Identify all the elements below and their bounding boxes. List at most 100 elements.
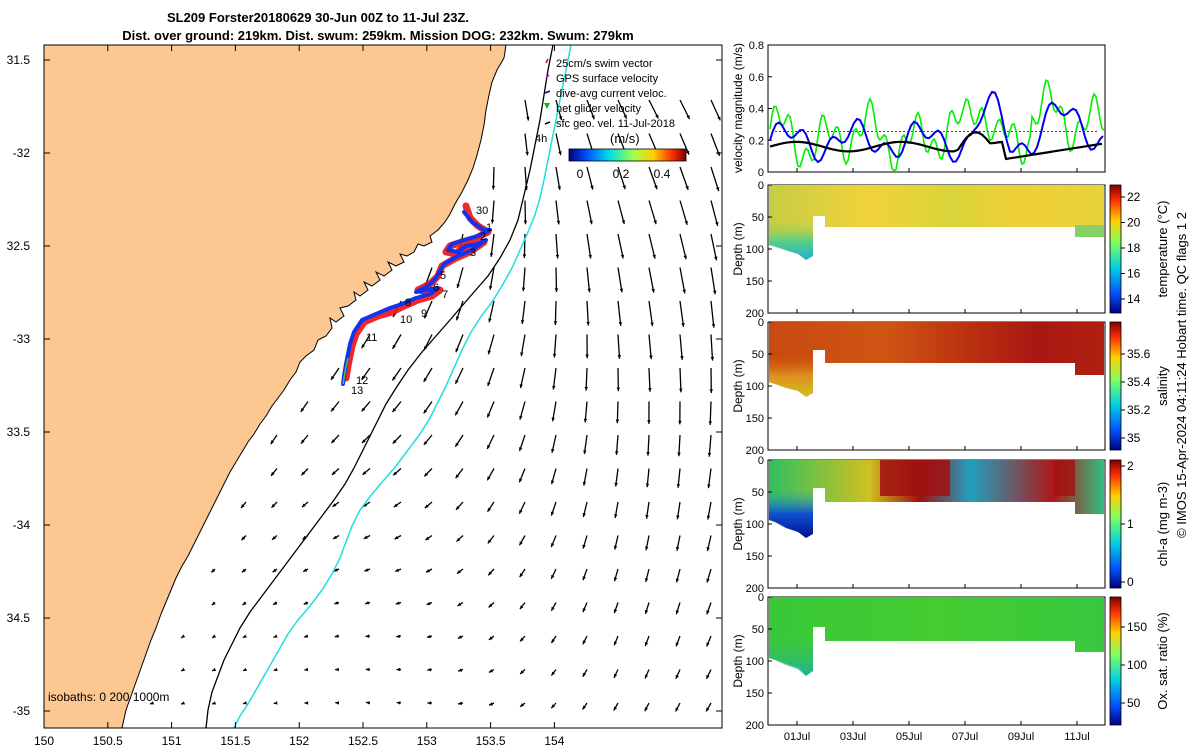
velocity-yaxis: 0 0.2 0.4 0.6 0.8: [749, 40, 772, 179]
longitude-axis: 150 150.5 151 151.5 152 152.5 153 153.5 154: [34, 45, 565, 748]
speed-cbar-tick: 0.2: [613, 167, 630, 181]
depth-tick-label: 200: [746, 445, 764, 457]
velocity-ytick-label: 0.8: [749, 40, 764, 52]
depth-tick-label: 0: [758, 317, 764, 329]
svg-text:25cm/s swim vector: 25cm/s swim vector: [556, 58, 653, 70]
time-tick-label: 11Jul: [1064, 731, 1089, 743]
velocity-panel: 0 0.2 0.4 0.6 0.8 velocity magnitude (m/s): [731, 40, 1106, 179]
panel-oxygen: [767, 596, 1106, 726]
track-label-13: 13: [351, 385, 363, 397]
track-label-11: 11: [366, 332, 377, 344]
depth-tick-label: 0: [758, 455, 764, 467]
time-tick-label: 03Jul: [840, 731, 866, 743]
lon-tick-label: 153: [417, 734, 437, 748]
legend-dive-avg-current: dive-avg current veloc.: [544, 88, 667, 100]
lon-tick-label: 150.5: [93, 734, 123, 748]
depth-ylabel: Depth (m): [731, 359, 745, 412]
track-label-6: 6: [433, 282, 439, 294]
section-colorbar: [1109, 596, 1122, 726]
cbar-tick-label: 16: [1127, 267, 1141, 281]
section-var-label: chl-a (mg m-3): [1155, 482, 1170, 567]
depth-tick-label: 100: [746, 519, 764, 531]
glider-track: [341, 202, 492, 386]
land: [44, 45, 507, 728]
depth-tick-label: 150: [746, 688, 764, 700]
svg-text:sfc geo. vel. 11-Jul-2018: sfc geo. vel. 11-Jul-2018: [556, 118, 675, 130]
depth-ylabel: Depth (m): [731, 634, 745, 687]
lat-tick-label: -32: [13, 146, 31, 160]
lat-tick-label: -35: [13, 704, 31, 718]
depth-tick-label: 200: [746, 583, 764, 595]
cbar-tick-label: 35.6: [1127, 347, 1151, 361]
map-frame: [43, 44, 723, 729]
track-label-10: 10: [400, 314, 412, 326]
cbar-tick-label: 22: [1127, 190, 1141, 204]
time-tick-label: 05Jul: [896, 731, 922, 743]
depth-tick-label: 100: [746, 244, 764, 256]
lon-tick-label: 152: [289, 734, 309, 748]
section-colorbar: [1109, 459, 1122, 589]
section-var-label: temperature (°C): [1155, 201, 1170, 298]
label-4h: 4h: [535, 133, 547, 145]
isobath-1000: [233, 45, 572, 728]
svg-text:net glider velocity: net glider velocity: [556, 103, 641, 115]
depth-tick-label: 0: [758, 180, 764, 192]
depth-tick-label: 150: [746, 551, 764, 563]
track-label-12: 12: [356, 375, 368, 387]
depth-tick-label: 150: [746, 413, 764, 425]
lat-tick-label: 31.5: [7, 53, 31, 67]
title-line2: Dist. over ground: 219km. Dist. swum: 25…: [122, 28, 634, 43]
isobaths-label: isobaths: 0 200 1000m: [48, 690, 169, 704]
speed-cbar-tick: 0.4: [654, 167, 671, 181]
panel-salinity: [767, 321, 1106, 451]
track-label-7: 7: [442, 289, 448, 301]
isobath-200: [205, 45, 554, 728]
depth-tick-label: 50: [752, 624, 764, 636]
depth-tick-label: 50: [752, 212, 764, 224]
velocity-series: [769, 79, 1105, 172]
depth-tick-label: 100: [746, 656, 764, 668]
depth-tick-label: 200: [746, 720, 764, 732]
velocity-ytick-label: 0: [758, 167, 764, 179]
lon-tick-label: 154: [544, 734, 564, 748]
section-var-label: salinity: [1155, 366, 1170, 406]
svg-text:GPS surface velocity: GPS surface velocity: [556, 73, 659, 85]
lon-tick-label: 151.5: [220, 734, 250, 748]
track-label-30: 30: [476, 205, 488, 217]
panel-chl: [767, 459, 1106, 589]
legend-net-glider-velocity: net glider velocity: [544, 103, 641, 115]
lon-tick-label: 152.5: [348, 734, 378, 748]
lat-tick-label: 32.5: [7, 239, 31, 253]
track-label-3: 3: [470, 247, 476, 259]
cbar-tick-label: 0: [1127, 575, 1134, 589]
lat-tick-label: 34.5: [7, 611, 31, 625]
velocity-ylabel: velocity magnitude (m/s): [731, 43, 745, 173]
lat-tick-label: 33.5: [7, 425, 31, 439]
depth-tick-label: 150: [746, 276, 764, 288]
lon-tick-label: 151: [162, 734, 182, 748]
velocity-ytick-label: 0.4: [749, 104, 764, 116]
cbar-tick-label: 20: [1127, 216, 1141, 230]
cbar-tick-label: 50: [1127, 696, 1141, 710]
time-tick-label: 09Jul: [1008, 731, 1034, 743]
depth-tick-label: 50: [752, 349, 764, 361]
track-label-2: 2: [480, 231, 486, 243]
depth-tick-label: 100: [746, 381, 764, 393]
title-line1: SL209 Forster20180629 30-Jun 00Z to 11-J…: [167, 10, 469, 25]
speed-colorbar: [568, 148, 687, 162]
time-tick-label: 07Jul: [952, 731, 978, 743]
track-label-8: 8: [405, 297, 411, 309]
section-colorbar: [1109, 321, 1122, 451]
time-axis: 01Jul 03Jul 05Jul 07Jul 09Jul 11Jul: [784, 168, 1090, 743]
map-legend: 25cm/s swim vector GPS surface velocity …: [535, 58, 687, 181]
time-tick-label: 01Jul: [784, 731, 810, 743]
cbar-tick-label: 14: [1127, 292, 1141, 306]
track-label-9: 9: [421, 308, 427, 320]
cbar-tick-label: 1: [1127, 517, 1134, 531]
section-colorbar: [1109, 184, 1122, 314]
cbar-tick-label: 150: [1127, 620, 1147, 634]
velocity-ytick-label: 0.6: [749, 72, 764, 84]
depth-ylabel: Depth (m): [731, 497, 745, 550]
